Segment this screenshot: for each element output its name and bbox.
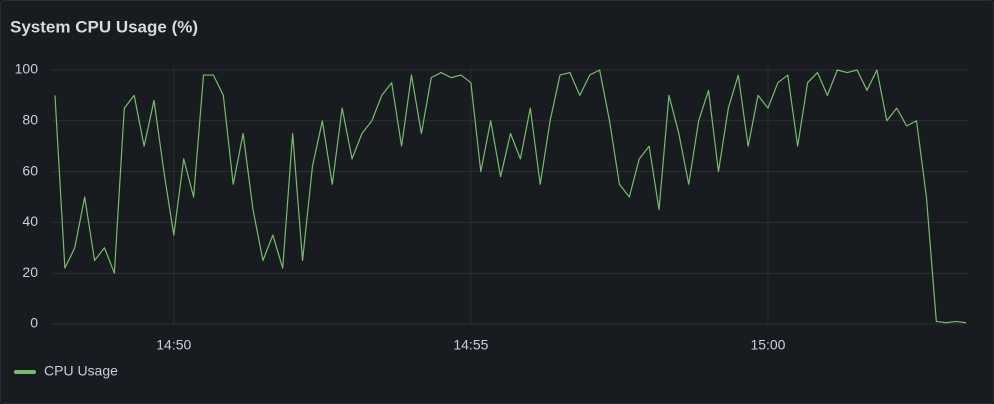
y-tick-label: 20 xyxy=(22,264,38,280)
x-tick-label: 15:00 xyxy=(750,337,785,353)
panel-title: System CPU Usage (%) xyxy=(10,17,198,36)
y-tick-label: 80 xyxy=(22,112,38,128)
y-tick-label: 60 xyxy=(22,162,38,178)
x-tick-label: 14:50 xyxy=(156,337,191,353)
x-tick-label: 14:55 xyxy=(453,337,488,353)
series-line xyxy=(54,69,967,324)
y-tick-label: 40 xyxy=(22,213,38,229)
y-tick-label: 100 xyxy=(15,61,39,77)
y-tick-label: 0 xyxy=(30,315,38,331)
legend-label: CPU Usage xyxy=(44,363,118,379)
